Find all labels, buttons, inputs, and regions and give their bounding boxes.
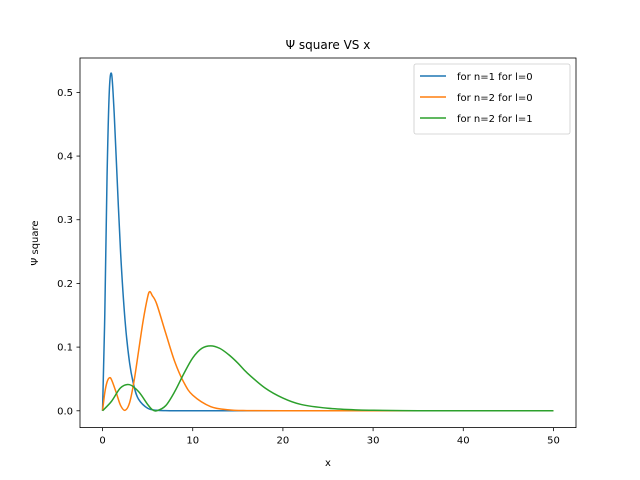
axes-frame — [79, 57, 577, 429]
y-tick-label: 0.0 — [57, 406, 73, 417]
y-tick-label: 0.5 — [57, 88, 73, 99]
x-tick-label: 20 — [277, 436, 290, 447]
x-tick-label: 40 — [457, 436, 470, 447]
series-lines — [101, 72, 554, 412]
x-tick-label: 50 — [547, 436, 560, 447]
legend: for n=1 for l=0 for n=2 for l=0 for n=2 … — [413, 63, 571, 135]
x-axis-ticks: 0 10 20 30 40 50 — [99, 427, 560, 447]
x-axis-label: x — [325, 458, 331, 469]
x-tick-label: 10 — [186, 436, 199, 447]
legend-label-n2-l0: for n=2 for l=0 — [457, 93, 533, 104]
y-tick-label: 0.1 — [57, 343, 73, 354]
y-tick-label: 0.4 — [57, 152, 73, 163]
legend-label-n1-l0: for n=1 for l=0 — [457, 72, 533, 83]
x-tick-label: 0 — [99, 436, 105, 447]
y-tick-label: 0.2 — [57, 279, 73, 290]
chart-title: Ψ square VS x — [286, 38, 371, 52]
legend-box — [413, 63, 571, 135]
series-line-n2-l0 — [101, 290, 554, 412]
plot-area — [79, 57, 577, 429]
legend-label-n2-l1: for n=2 for l=1 — [457, 114, 533, 125]
y-axis-ticks: 0.0 0.1 0.2 0.3 0.4 0.5 — [57, 88, 80, 417]
x-tick-label: 30 — [367, 436, 380, 447]
series-line-n2-l1 — [102, 345, 554, 412]
y-axis-label: Ψ square — [30, 220, 41, 265]
y-tick-label: 0.3 — [57, 215, 73, 226]
